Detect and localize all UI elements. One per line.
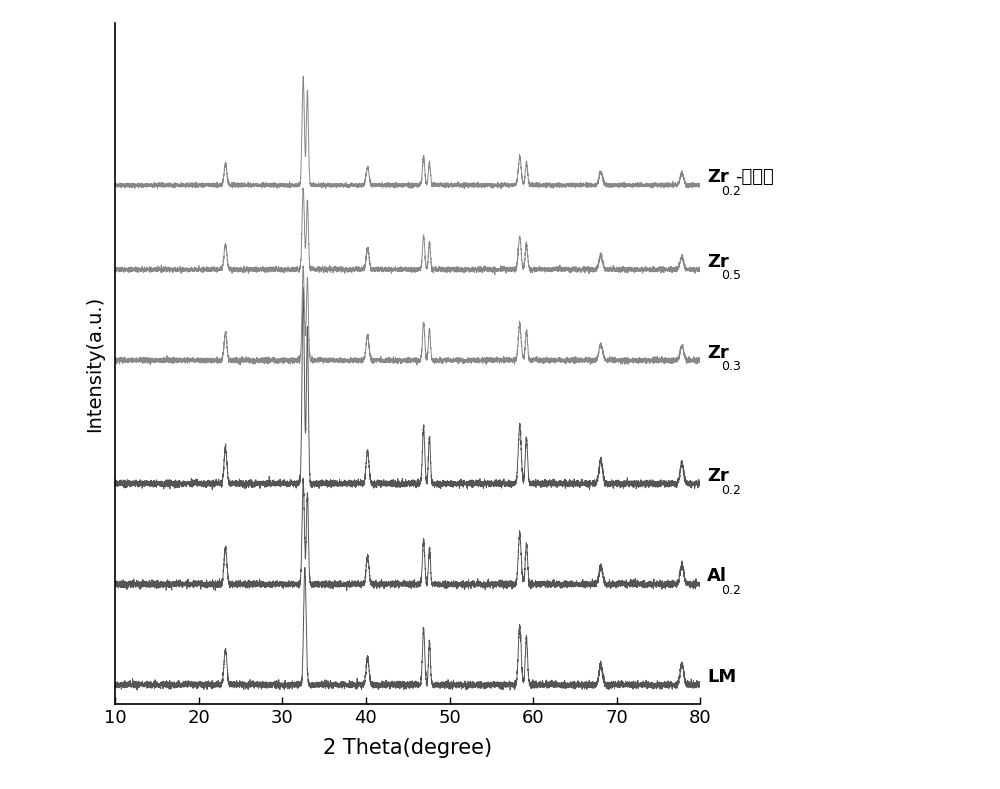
Text: 0.3: 0.3 xyxy=(721,361,741,373)
Text: -有机胺: -有机胺 xyxy=(735,168,774,186)
Text: 0.2: 0.2 xyxy=(721,584,741,597)
Text: 0.2: 0.2 xyxy=(721,484,741,496)
Text: 0.5: 0.5 xyxy=(721,270,741,282)
Text: Zr: Zr xyxy=(707,168,729,186)
Text: LM: LM xyxy=(707,668,736,686)
Y-axis label: Intensity(a.u.): Intensity(a.u.) xyxy=(85,295,104,432)
Text: Al: Al xyxy=(707,567,727,585)
Text: Zr: Zr xyxy=(707,343,729,361)
Text: Zr: Zr xyxy=(707,467,729,484)
Text: Zr: Zr xyxy=(707,252,729,271)
Text: 0.2: 0.2 xyxy=(721,185,741,198)
X-axis label: 2 Theta(degree): 2 Theta(degree) xyxy=(323,739,492,758)
